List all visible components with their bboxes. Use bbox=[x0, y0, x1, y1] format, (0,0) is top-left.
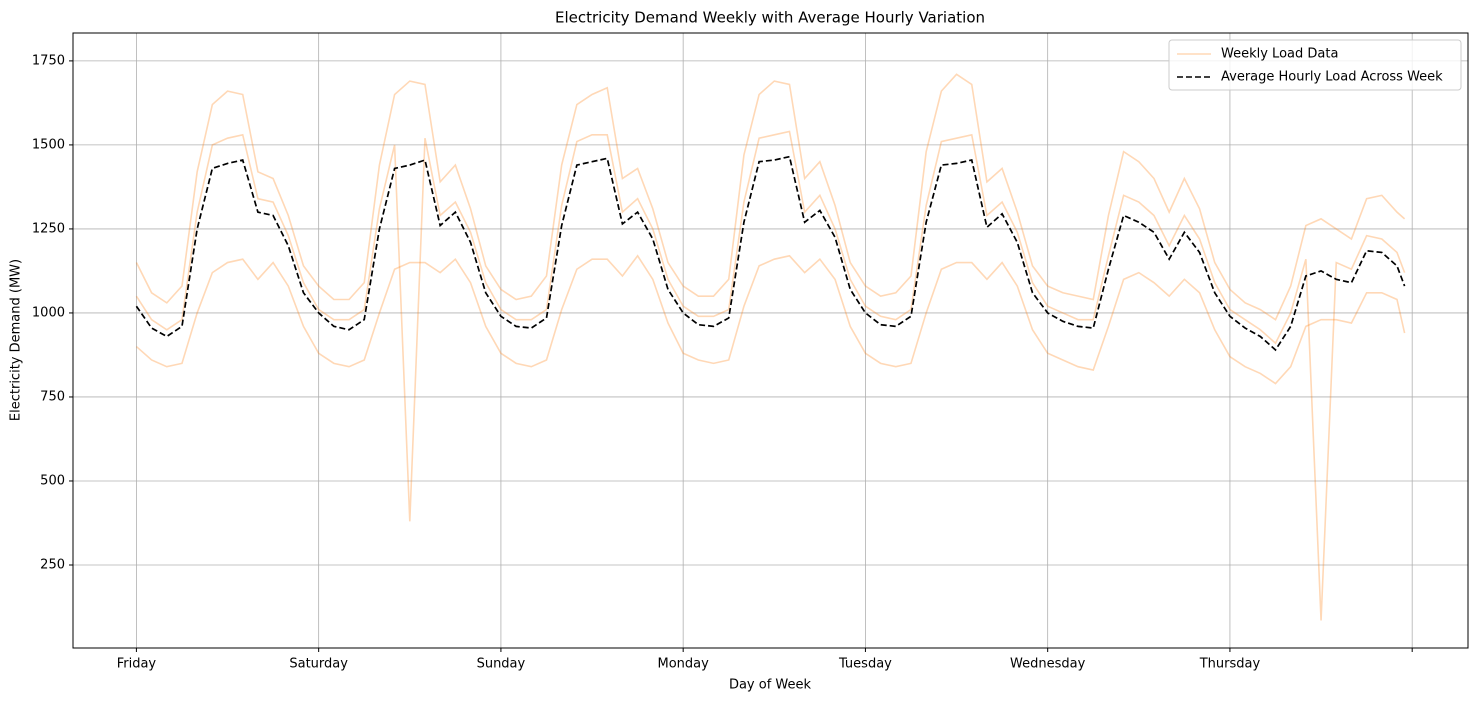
x-tick-label: Friday bbox=[117, 657, 157, 672]
grid bbox=[73, 33, 1468, 648]
x-tick-label: Saturday bbox=[289, 657, 348, 672]
data-line bbox=[135, 130, 1406, 621]
data-line bbox=[135, 155, 1406, 352]
y-tick-label: 1000 bbox=[32, 305, 65, 320]
axes-frame bbox=[72, 32, 1469, 649]
legend-label: Weekly Load Data bbox=[1221, 47, 1338, 62]
y-axis-label: Electricity Demand (MW) bbox=[9, 259, 24, 421]
chart-title: Electricity Demand Weekly with Average H… bbox=[555, 9, 985, 27]
x-tick-label: Wednesday bbox=[1010, 657, 1086, 672]
y-tick-label: 750 bbox=[40, 389, 65, 404]
data-line bbox=[135, 73, 1406, 321]
y-tick-label: 500 bbox=[40, 473, 65, 488]
legend-box bbox=[1168, 39, 1462, 91]
y-tick-label: 1250 bbox=[32, 221, 65, 236]
data-line bbox=[135, 254, 1406, 385]
y-tick-label: 1750 bbox=[32, 53, 65, 68]
legend: Weekly Load Data Average Hourly Load Acro… bbox=[1168, 39, 1462, 91]
y-tick-label: 1500 bbox=[32, 137, 65, 152]
x-tick-label: Sunday bbox=[477, 657, 526, 672]
x-tick-label: Tuesday bbox=[838, 657, 892, 672]
legend-label: Average Hourly Load Across Week bbox=[1221, 70, 1443, 85]
x-tick-label: Thursday bbox=[1199, 657, 1261, 672]
x-axis-label: Day of Week bbox=[729, 678, 812, 693]
y-tick-label: 250 bbox=[40, 557, 65, 572]
x-tick-label: Monday bbox=[658, 657, 710, 672]
